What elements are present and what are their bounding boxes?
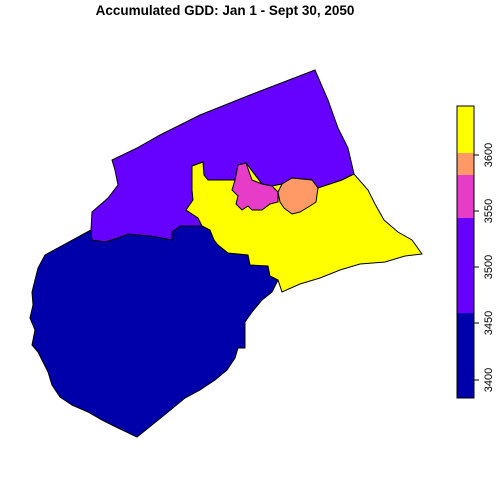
legend-tick-label: 3550	[483, 199, 495, 223]
legend-segment	[457, 175, 474, 218]
legend-frame	[456, 105, 475, 399]
legend-segment	[457, 313, 474, 398]
legend-ticks: 3400 3450 3500 3550 3600	[474, 143, 495, 392]
legend-tick-label: 3450	[483, 311, 495, 335]
legend-segment	[457, 153, 474, 175]
region-southwest	[29, 225, 279, 438]
map-title: Accumulated GDD: Jan 1 - Sept 30, 2050	[95, 3, 355, 18]
legend-segment	[457, 218, 474, 313]
region-central-magenta	[231, 162, 279, 211]
legend-segment	[457, 106, 474, 153]
legend-tick-label: 3400	[483, 368, 495, 392]
legend-tick-label: 3600	[483, 143, 495, 167]
region-central-orange	[277, 177, 319, 215]
legend-tick-label: 3500	[483, 255, 495, 279]
legend-colorbar	[457, 106, 474, 398]
